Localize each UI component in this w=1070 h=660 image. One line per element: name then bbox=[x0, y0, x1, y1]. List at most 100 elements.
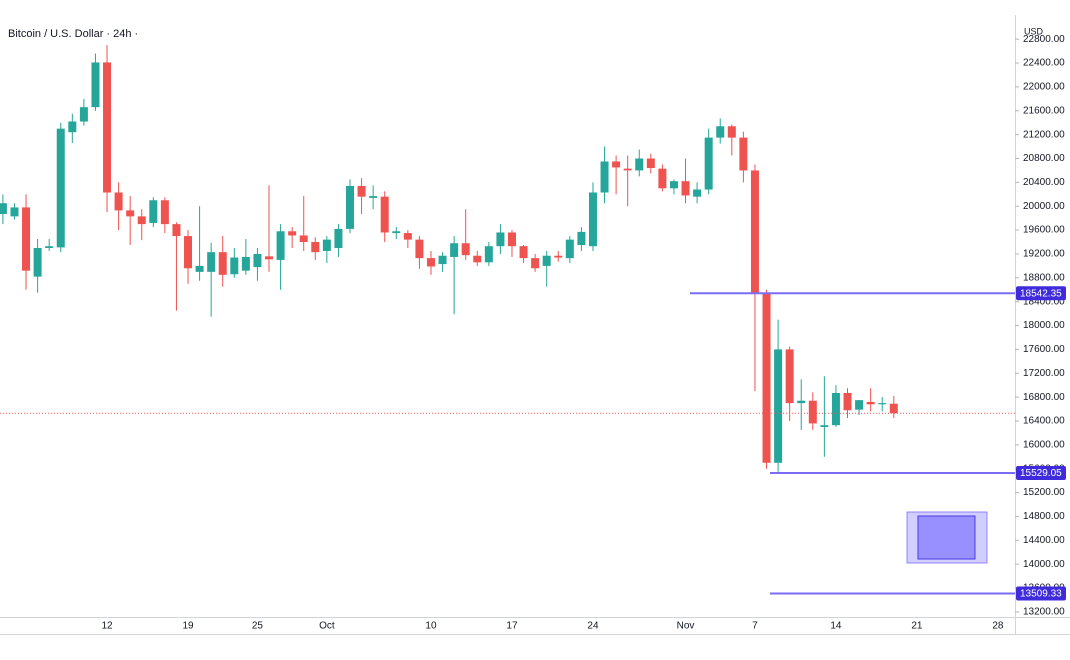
x-tick-label: 25 bbox=[252, 621, 264, 632]
candle-body bbox=[588, 192, 597, 247]
candle-body bbox=[322, 239, 331, 251]
candle-body bbox=[612, 161, 621, 168]
candle-body bbox=[426, 258, 435, 267]
candle-body bbox=[172, 224, 181, 237]
candle-body bbox=[866, 401, 875, 405]
candle-body bbox=[288, 231, 297, 236]
candle-body bbox=[184, 236, 193, 269]
candle-body bbox=[785, 349, 794, 404]
candle-body bbox=[253, 253, 262, 268]
x-tick-label: 17 bbox=[506, 621, 518, 632]
candle-body bbox=[392, 231, 401, 234]
candle-body bbox=[79, 107, 88, 122]
candle-body bbox=[56, 128, 65, 248]
x-tick-label: 19 bbox=[182, 621, 194, 632]
candle-body bbox=[762, 292, 771, 463]
y-tick-label: 14000.00 bbox=[1023, 559, 1065, 570]
candle-body bbox=[531, 258, 540, 269]
candle-body bbox=[496, 232, 505, 247]
candle-body bbox=[299, 235, 308, 243]
y-tick-label: 19600.00 bbox=[1023, 225, 1065, 236]
candle-body bbox=[149, 200, 158, 223]
candle-body bbox=[438, 255, 447, 265]
candle-body bbox=[565, 239, 574, 259]
candle-body bbox=[808, 400, 817, 424]
candle-body bbox=[519, 246, 528, 259]
candle-body bbox=[114, 192, 123, 211]
candle-body bbox=[878, 403, 887, 405]
candle-body bbox=[415, 239, 424, 259]
candle-body bbox=[507, 232, 516, 247]
x-tick-label: 14 bbox=[830, 621, 842, 632]
candle-body bbox=[45, 246, 54, 248]
y-tick-label: 13200.00 bbox=[1023, 607, 1065, 618]
candle-body bbox=[160, 200, 169, 225]
candle-body bbox=[704, 137, 713, 190]
candle-body bbox=[774, 349, 783, 463]
candle-body bbox=[600, 161, 609, 193]
y-tick-label: 17200.00 bbox=[1023, 368, 1065, 379]
y-tick-label: 20800.00 bbox=[1023, 153, 1065, 164]
chart-title: Bitcoin / U.S. Dollar · 24h · bbox=[8, 28, 138, 40]
candle-body bbox=[403, 233, 412, 240]
price-label: 18542.35 bbox=[1020, 288, 1062, 299]
candle-body bbox=[739, 137, 748, 171]
candle-body bbox=[750, 170, 759, 293]
y-tick-label: 16800.00 bbox=[1023, 392, 1065, 403]
candle-body bbox=[195, 265, 204, 272]
candle-body bbox=[855, 400, 864, 410]
y-tick-label: 16000.00 bbox=[1023, 440, 1065, 451]
y-tick-label: 22000.00 bbox=[1023, 82, 1065, 93]
candle-body bbox=[22, 207, 31, 271]
candle-body bbox=[126, 210, 135, 217]
x-tick-label: 12 bbox=[101, 621, 113, 632]
candle-body bbox=[716, 126, 725, 138]
y-tick-label: 20400.00 bbox=[1023, 177, 1065, 188]
price-axis: 13200.0013600.0014000.0014400.0014800.00… bbox=[1015, 34, 1066, 618]
candle-body bbox=[450, 243, 459, 257]
y-tick-label: 18000.00 bbox=[1023, 320, 1065, 331]
candle-body bbox=[831, 392, 840, 426]
candle-body bbox=[137, 216, 146, 225]
candle-body bbox=[207, 252, 216, 272]
candle-body bbox=[0, 203, 7, 214]
candle-body bbox=[10, 207, 19, 217]
candle-body bbox=[265, 256, 274, 260]
candle-body bbox=[681, 181, 690, 196]
candle-body bbox=[484, 246, 493, 263]
price-label-box bbox=[1016, 586, 1066, 601]
candle-body bbox=[103, 62, 112, 193]
y-tick-label: 14800.00 bbox=[1023, 511, 1065, 522]
candle-body bbox=[669, 181, 678, 189]
candle-body bbox=[797, 400, 806, 404]
candle-body bbox=[33, 247, 42, 277]
y-tick-label: 18400.00 bbox=[1023, 296, 1065, 307]
candle-body bbox=[542, 255, 551, 266]
candle-body bbox=[577, 231, 586, 246]
candle-body bbox=[623, 168, 632, 171]
y-tick-label: 21200.00 bbox=[1023, 129, 1065, 140]
candle-body bbox=[461, 243, 470, 256]
x-tick-label: 21 bbox=[911, 621, 923, 632]
zone-inner bbox=[917, 515, 976, 560]
candle-body bbox=[473, 255, 482, 263]
x-tick-label: 7 bbox=[752, 621, 758, 632]
candle-body bbox=[91, 62, 100, 108]
candle-body bbox=[311, 242, 320, 253]
candle-body bbox=[334, 228, 343, 248]
candle-body bbox=[554, 255, 563, 258]
price-label: 13509.33 bbox=[1020, 589, 1062, 600]
price-label-box bbox=[1016, 465, 1066, 480]
candle-body bbox=[276, 231, 285, 260]
x-tick-label: Oct bbox=[319, 621, 335, 632]
y-tick-label: 18800.00 bbox=[1023, 272, 1065, 283]
x-tick-label: 28 bbox=[992, 621, 1004, 632]
y-tick-label: 21600.00 bbox=[1023, 105, 1065, 116]
candle-body bbox=[889, 403, 898, 414]
candle-body bbox=[820, 425, 829, 427]
candle-body bbox=[843, 392, 852, 411]
y-tick-label: 22400.00 bbox=[1023, 58, 1065, 69]
candle-body bbox=[346, 185, 354, 229]
